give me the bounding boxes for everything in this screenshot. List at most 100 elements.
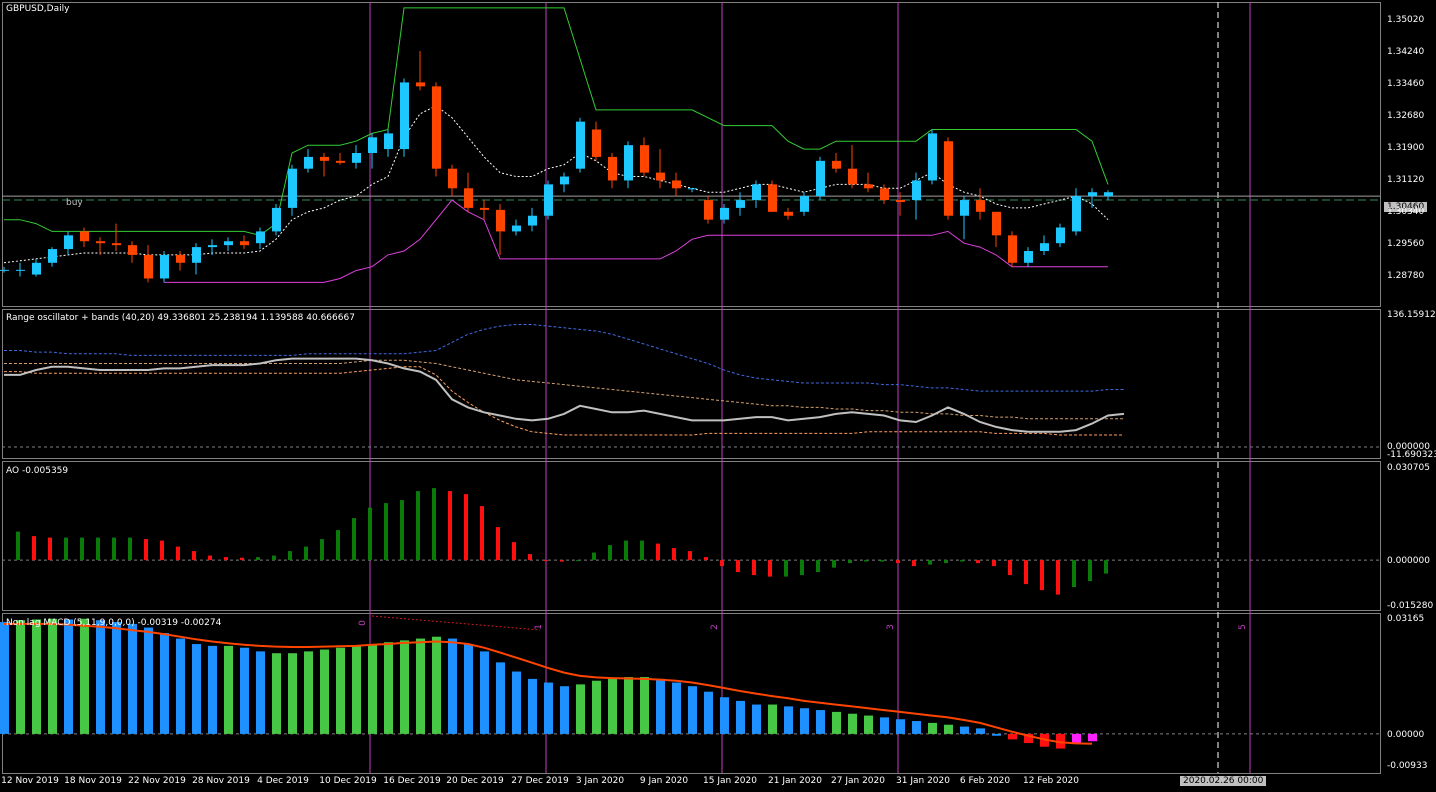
macd-bar [912,721,921,734]
ao-bar [832,560,836,568]
ao-bar [320,539,324,561]
candle-body [368,137,377,153]
candle-body [608,156,617,181]
candle-body [80,231,89,242]
macd-bar [384,642,393,734]
macd-bar [512,671,521,734]
vline-number: 5 [1237,624,1248,630]
date-tick: 12 Feb 2020 [1022,776,1080,786]
macd-bar [304,651,313,734]
ao-bar [496,527,500,561]
macd-bar [1056,733,1065,749]
candle-body [960,200,969,216]
current-price-tag: 1.30460 [1384,202,1428,212]
candle-body [160,254,169,279]
macd-bar [352,645,361,734]
macd-bar [816,710,825,734]
ao-bar [960,560,964,562]
ao-bar [656,543,660,561]
ao-bar [192,551,196,561]
candle-body [896,200,905,203]
macd-bar [400,640,409,734]
vline-number: 1 [533,624,544,630]
price-tick: 1.31120 [1387,175,1425,185]
ao-bar [992,560,996,567]
macd-title: Non lag MACD (5,11,9,0,0,0) -0.00319 -0.… [6,618,222,628]
candle-body [256,231,265,244]
macd-bar [368,644,377,734]
macd-bar [64,619,73,734]
candle-body [96,241,105,244]
ao-bar [720,560,724,567]
macd-bar [16,620,25,734]
candle-body [112,243,121,246]
candle-body [768,184,777,212]
macd-bar [336,647,345,734]
candle-body [1072,196,1081,232]
candle-body [192,247,201,263]
macd-bar [1088,733,1097,742]
date-tick: 22 Nov 2019 [128,776,186,786]
macd-bar [848,713,857,734]
candle-body [1008,235,1017,263]
candle-body [272,207,281,232]
lower-band-line [164,199,1108,283]
vline-number: 2 [709,624,720,630]
ao-bar [64,537,68,561]
candle-body [560,176,569,185]
ao-bar [144,539,148,561]
date-tick: 3 Jan 2020 [575,776,625,786]
ao-bar [864,560,868,562]
ao-bar [240,557,244,561]
candle-body [480,207,489,210]
upper-band-line [4,7,1109,236]
osc-tick: -11.690323 [1387,450,1436,460]
candle-body [144,254,153,279]
ao-bar [544,560,548,562]
macd-bar [944,724,953,734]
candle-body [544,184,553,216]
candle-body [672,180,681,189]
candle-body [688,188,697,190]
ao-bar [752,560,756,576]
ao-bar [416,491,420,561]
macd-bar [928,722,937,734]
candle-body [592,129,601,157]
price-tick: 1.28780 [1387,271,1425,281]
macd-bar [160,633,169,734]
middle-band-line [3,105,1109,264]
date-tick: 12 Nov 2019 [1,776,59,786]
ao-bar [400,500,404,561]
macd-bar [1008,733,1017,740]
macd-bar [976,728,985,734]
candle-body [48,249,57,263]
candle-body [832,160,841,169]
macd-bar [688,686,697,734]
ao-bar [48,537,52,561]
candle-body [976,200,985,212]
candle-body [1088,192,1097,197]
ao-bar [528,554,532,561]
ao-bar [608,545,612,561]
candle-body [496,209,505,232]
macd-trend-line [371,615,541,631]
price-tick: 1.32680 [1387,111,1425,121]
ao-bar [224,557,228,561]
date-tick: 4 Dec 2019 [257,776,309,786]
buy-line-label: buy [66,198,83,208]
date-tick: 21 Jan 2020 [768,776,822,786]
ao-bar [848,560,852,564]
ao-bar [384,503,388,561]
ao-bar [800,560,804,576]
ao-bar [928,560,932,565]
candle-body [16,269,25,271]
osc-upper-band [4,324,1124,392]
ao-bar [304,546,308,561]
ao-bar [1024,560,1028,585]
ao-bar [1008,560,1012,576]
ao-bar [768,560,772,577]
ao-bar [592,552,596,561]
range-oscillator-title: Range oscillator + bands (40,20) 49.3368… [6,313,355,323]
date-tick: 9 Jan 2020 [639,776,689,786]
